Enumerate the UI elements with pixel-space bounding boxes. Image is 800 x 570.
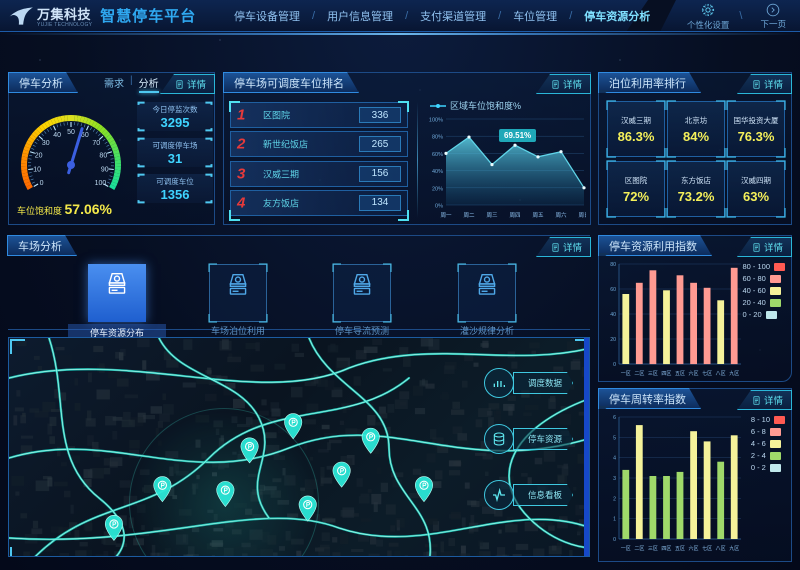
svg-text:60%: 60% <box>432 152 443 158</box>
svg-text:3: 3 <box>613 476 616 482</box>
svg-text:周日: 周日 <box>578 212 586 219</box>
svg-text:40: 40 <box>610 312 616 318</box>
svg-text:80%: 80% <box>432 135 443 141</box>
svg-text:一区: 一区 <box>621 546 631 552</box>
svg-text:60: 60 <box>610 287 616 293</box>
svg-text:30: 30 <box>42 140 50 147</box>
svg-text:20: 20 <box>610 337 616 343</box>
svg-text:20%: 20% <box>432 186 443 192</box>
svg-text:0: 0 <box>613 537 616 543</box>
svg-text:三区: 三区 <box>648 546 658 552</box>
svg-text:0%: 0% <box>435 204 443 210</box>
svg-text:周五: 周五 <box>532 212 544 219</box>
svg-text:2: 2 <box>613 496 616 502</box>
svg-text:1: 1 <box>613 517 616 523</box>
svg-text:一区: 一区 <box>621 371 631 377</box>
svg-text:七区: 七区 <box>702 370 712 377</box>
svg-text:40%: 40% <box>432 169 443 175</box>
svg-text:40: 40 <box>53 132 61 139</box>
svg-text:八区: 八区 <box>716 546 726 552</box>
svg-text:六区: 六区 <box>689 545 699 552</box>
svg-text:20: 20 <box>35 152 43 159</box>
svg-text:70: 70 <box>92 140 100 147</box>
svg-text:周三: 周三 <box>486 212 498 219</box>
svg-text:90: 90 <box>101 167 109 174</box>
svg-text:周六: 周六 <box>555 211 567 219</box>
svg-text:0: 0 <box>40 180 44 187</box>
svg-text:5: 5 <box>613 435 616 441</box>
svg-text:三区: 三区 <box>648 371 658 377</box>
svg-text:四区: 四区 <box>661 371 671 377</box>
svg-text:七区: 七区 <box>702 545 712 552</box>
svg-text:80: 80 <box>99 152 107 159</box>
svg-text:10: 10 <box>33 167 41 174</box>
svg-text:6: 6 <box>613 415 616 421</box>
svg-text:周二: 周二 <box>463 212 475 219</box>
svg-text:二区: 二区 <box>634 371 644 377</box>
svg-text:100%: 100% <box>429 118 443 124</box>
svg-text:二区: 二区 <box>634 546 644 552</box>
svg-text:周一: 周一 <box>440 212 452 219</box>
svg-text:100: 100 <box>95 180 107 187</box>
svg-text:五区: 五区 <box>675 546 685 552</box>
svg-text:50: 50 <box>67 129 75 136</box>
svg-text:八区: 八区 <box>716 371 726 377</box>
svg-text:80: 80 <box>610 262 616 268</box>
svg-text:四区: 四区 <box>661 546 671 552</box>
svg-text:五区: 五区 <box>675 371 685 377</box>
svg-text:六区: 六区 <box>689 370 699 377</box>
svg-text:0: 0 <box>613 362 616 368</box>
svg-text:九区: 九区 <box>729 370 739 377</box>
svg-text:周四: 周四 <box>509 212 520 219</box>
svg-text:4: 4 <box>613 456 616 462</box>
svg-text:九区: 九区 <box>729 545 739 552</box>
